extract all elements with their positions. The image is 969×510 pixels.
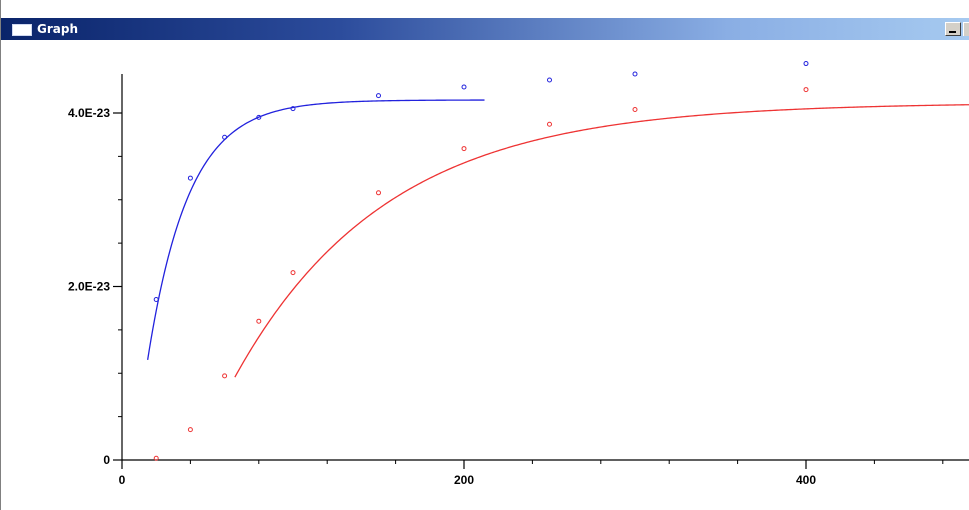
- data-point-series-2: [256, 318, 262, 324]
- data-point-series-2: [376, 190, 381, 196]
- x-tick-label: 0: [119, 473, 126, 487]
- data-points: [153, 61, 809, 461]
- fit-curves: [147, 99, 969, 378]
- minimize-icon: [949, 31, 956, 33]
- data-point-series-1: [376, 93, 381, 99]
- data-point-series-1: [222, 134, 228, 140]
- maximize-button[interactable]: [963, 22, 969, 36]
- minimize-button[interactable]: [945, 22, 961, 36]
- data-point-series-2: [632, 107, 638, 113]
- window-icon: [12, 24, 32, 36]
- x-tick-label: 200: [454, 473, 474, 487]
- data-point-series-1: [461, 84, 467, 90]
- data-point-series-2: [153, 455, 159, 461]
- x-tick-label: 400: [796, 473, 816, 487]
- data-point-series-2: [547, 121, 552, 127]
- fit-curve-series-1: [147, 99, 485, 360]
- data-point-series-1: [290, 106, 296, 112]
- window-title: Graph: [37, 22, 78, 36]
- chart-axes: 0 2.0E-23 4.0E-23 0 200 400: [68, 74, 969, 487]
- data-point-series-2: [187, 427, 193, 433]
- data-point-series-1: [153, 297, 159, 303]
- data-point-series-1: [803, 61, 809, 67]
- fit-curve-series-2: [234, 104, 969, 378]
- data-point-series-1: [547, 77, 552, 83]
- y-tick-label: 2.0E-23: [68, 280, 110, 294]
- data-point-series-2: [803, 87, 809, 93]
- window-titlebar[interactable]: Graph: [1, 18, 969, 40]
- data-point-series-2: [290, 270, 296, 276]
- data-point-series-1: [632, 71, 638, 77]
- y-tick-label: 4.0E-23: [68, 106, 110, 120]
- data-point-series-2: [461, 146, 467, 152]
- y-tick-label: 0: [103, 453, 110, 467]
- data-point-series-1: [187, 175, 193, 181]
- data-point-series-1: [256, 114, 262, 120]
- data-point-series-2: [222, 373, 228, 379]
